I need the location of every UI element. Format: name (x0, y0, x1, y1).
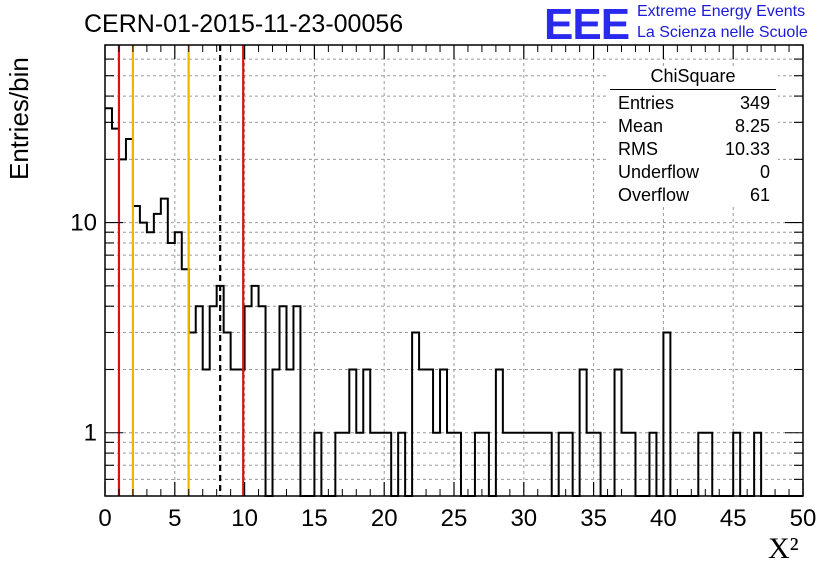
stats-value: 8.25 (734, 116, 770, 136)
stats-row-mean: Mean 8.25 (608, 115, 778, 138)
stats-row-entries: Entries 349 (608, 92, 778, 115)
stats-value: 61 (749, 185, 770, 205)
reference-lines (117, 45, 245, 496)
x-tick-label: 0 (98, 505, 111, 532)
logo-caption-2: La Scienza nelle Scuole (637, 24, 808, 41)
stats-label: Entries (618, 93, 675, 113)
y-tick-label: 1 (84, 420, 97, 447)
eee-logo: EEE (544, 0, 630, 49)
stats-label: Mean (618, 116, 664, 136)
stats-label: Overflow (618, 185, 690, 205)
x-tick-label: 20 (371, 505, 398, 532)
stats-value: 10.33 (724, 139, 770, 159)
stats-value: 349 (739, 93, 770, 113)
x-axis-label: X² (768, 532, 799, 565)
x-tick-label: 10 (231, 505, 258, 532)
stats-row-underflow: Underflow 0 (608, 161, 778, 184)
stats-row-overflow: Overflow 61 (608, 184, 778, 207)
stats-title: ChiSquare (610, 66, 776, 90)
x-tick-label: 25 (441, 505, 468, 532)
x-tick-label: 40 (650, 505, 677, 532)
x-tick-label: 50 (790, 505, 817, 532)
stats-label: Underflow (618, 162, 700, 182)
x-tick-label: 45 (720, 505, 747, 532)
x-tick-label: 30 (510, 505, 537, 532)
chart-title: CERN-01-2015-11-23-00056 (84, 10, 404, 38)
axis-ticks (104, 44, 804, 497)
x-tick-label: 15 (301, 505, 328, 532)
y-axis-label: Entries/bin (4, 57, 34, 180)
histogram-curve (105, 107, 803, 497)
y-tick-label: 10 (70, 210, 97, 237)
stats-label: RMS (618, 139, 658, 159)
stats-box: ChiSquare Entries 349 Mean 8.25 RMS 10.33 U… (608, 66, 778, 207)
tick-labels: 0 5 10 15 20 25 30 35 40 45 50 1 10 (70, 210, 816, 532)
x-tick-label: 5 (168, 505, 181, 532)
x-tick-label: 35 (580, 505, 607, 532)
stats-row-rms: RMS 10.33 (608, 138, 778, 161)
logo-caption-1: Extreme Energy Events (637, 3, 806, 20)
stats-value: 0 (759, 162, 770, 182)
